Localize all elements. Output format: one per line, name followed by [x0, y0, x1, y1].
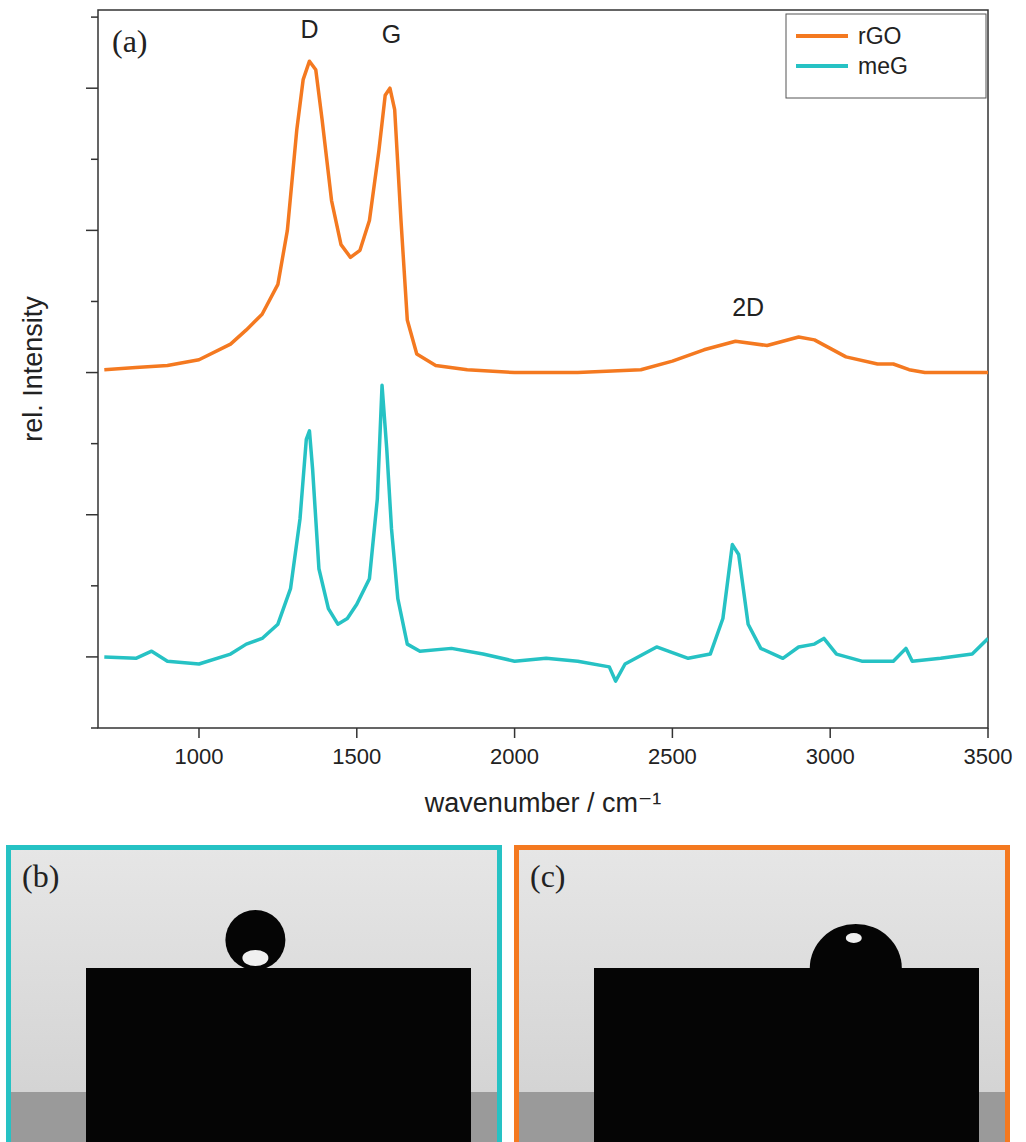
- series-group: [104, 61, 988, 681]
- legend-label: meG: [858, 53, 908, 79]
- y-tick: [91, 159, 98, 161]
- y-tick: [91, 727, 98, 729]
- x-tick: [356, 728, 358, 738]
- y-tick: [86, 656, 98, 658]
- y-tick: [91, 443, 98, 445]
- panel-label: (a): [112, 23, 148, 59]
- y-tick: [86, 230, 98, 232]
- y-axis-title: rel. Intensity: [18, 296, 48, 442]
- droplet-photo: [9, 848, 499, 1142]
- y-tick: [86, 87, 98, 89]
- y-tick: [86, 372, 98, 374]
- x-tick-label: 1000: [175, 744, 224, 769]
- x-tick-label: 2500: [648, 744, 697, 769]
- droplet-photo: [517, 848, 1007, 1142]
- panel-label: (c): [530, 858, 566, 894]
- photo-frame: [517, 848, 1008, 1142]
- peak-label: 2D: [732, 293, 764, 321]
- panel-label: (b): [22, 858, 59, 894]
- legend-swatch: [796, 64, 848, 68]
- legend-label: rGO: [858, 23, 901, 49]
- peak-label: D: [300, 15, 318, 43]
- photo-frame: [9, 848, 500, 1142]
- x-tick: [198, 728, 200, 738]
- spectrum-line: [104, 385, 988, 681]
- y-tick: [86, 514, 98, 516]
- figure: 1000 1500 2000 2500 3000 3500 wavenumber / cm⁻…: [0, 0, 1026, 1142]
- spectrum-line: [104, 61, 988, 372]
- legend-swatch: [796, 34, 848, 38]
- plot-frame: [98, 10, 988, 728]
- peak-label: G: [382, 20, 401, 48]
- x-tick: [829, 728, 831, 738]
- y-tick: [91, 16, 98, 18]
- y-tick: [91, 585, 98, 587]
- y-tick: [91, 301, 98, 303]
- x-tick: [672, 728, 674, 738]
- legend-box: [786, 14, 986, 98]
- x-tick-label: 1500: [332, 744, 381, 769]
- x-tick-label: 3500: [964, 744, 1013, 769]
- x-tick: [514, 728, 516, 738]
- x-tick-label: 3000: [806, 744, 855, 769]
- x-axis-title: wavenumber / cm⁻¹: [424, 788, 661, 818]
- x-tick-label: 2000: [490, 744, 539, 769]
- x-tick: [987, 728, 989, 738]
